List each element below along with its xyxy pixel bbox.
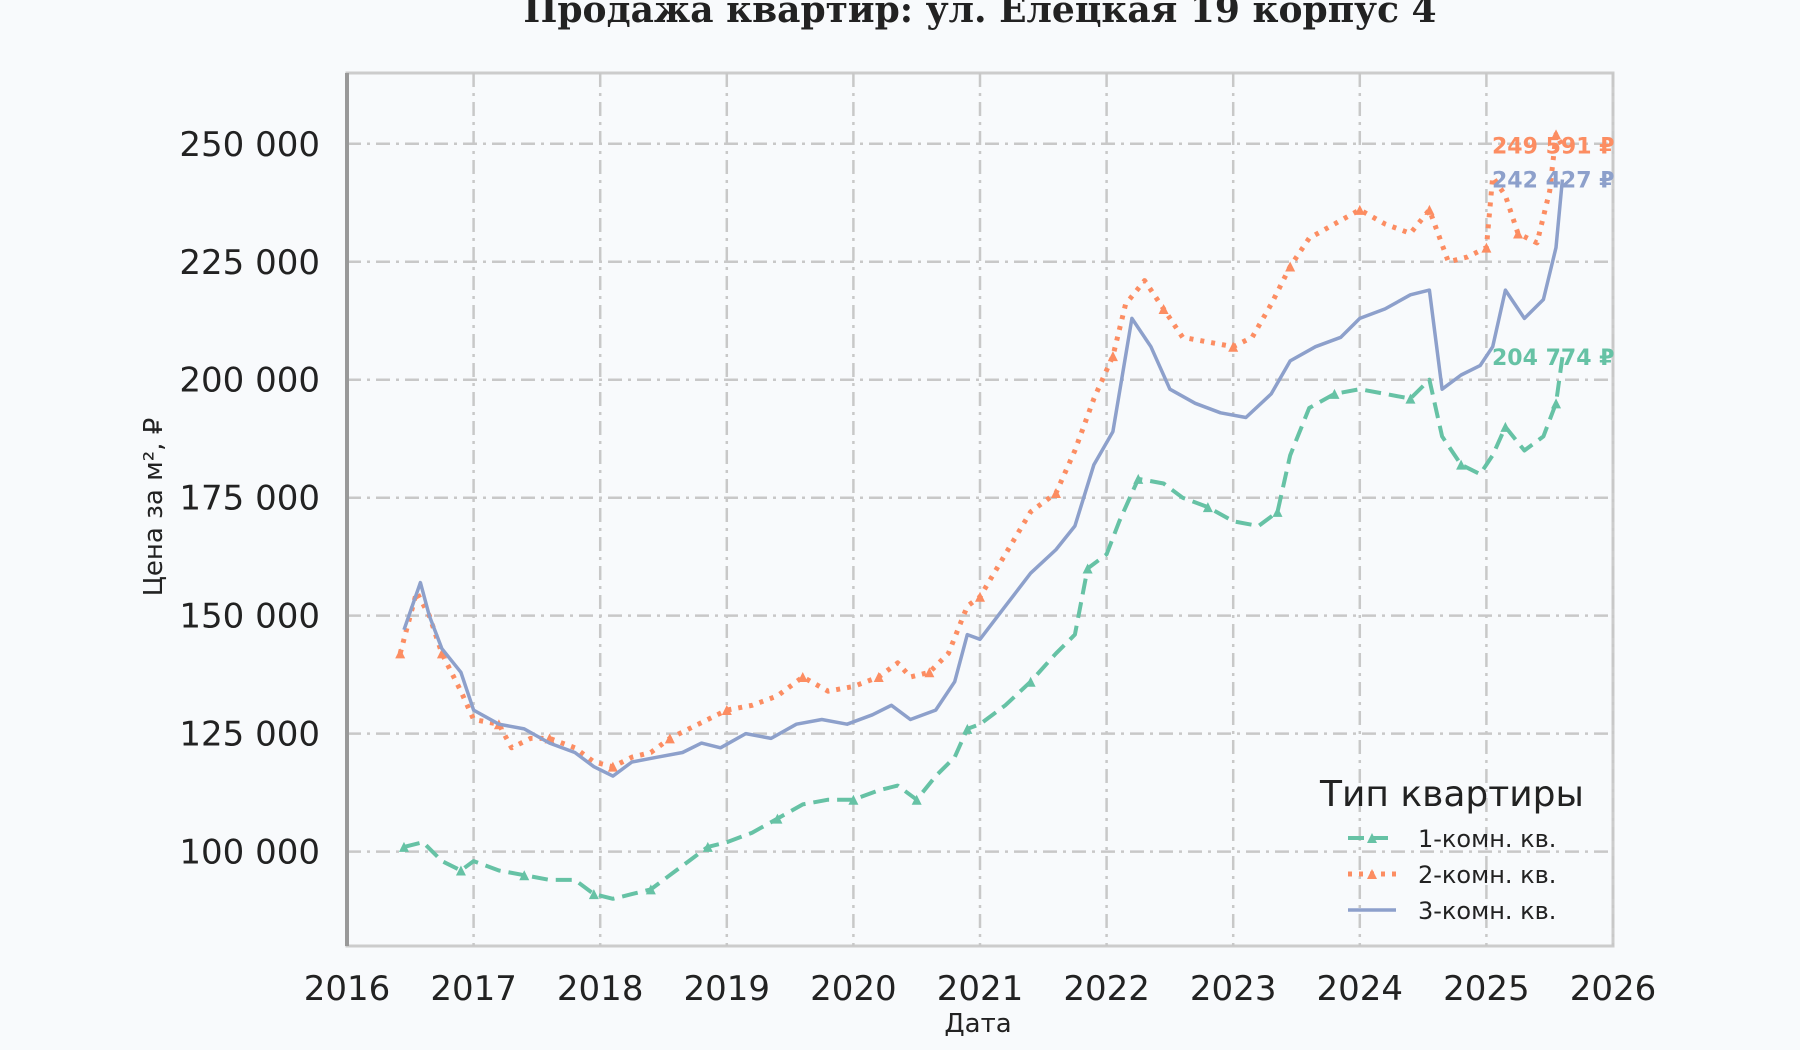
series-marker: [1272, 506, 1283, 517]
series-marker: [1551, 129, 1562, 140]
series-line: [403, 356, 1565, 901]
series-marker: [1329, 388, 1340, 399]
series-marker: [1551, 398, 1562, 409]
series-marker: [1158, 303, 1169, 314]
series-marker: [873, 672, 884, 683]
end-value-label: 242 427 ₽: [1492, 169, 1614, 194]
y-tick-label: 150 000: [179, 597, 320, 637]
x-tick-label: 2019: [684, 969, 771, 1009]
series-marker: [924, 667, 935, 678]
y-tick-label: 225 000: [179, 243, 320, 283]
series-marker: [1500, 421, 1511, 432]
series-marker: [1354, 204, 1365, 215]
x-tick-label: 2016: [304, 969, 391, 1009]
series-3: [402, 179, 1565, 778]
series-marker: [519, 870, 530, 881]
legend-label: 3-комн. кв.: [1418, 897, 1556, 925]
end-value-label: 204 774 ₽: [1492, 346, 1614, 371]
series-marker: [848, 794, 859, 805]
legend: Тип квартиры 1-комн. кв. 2-комн. кв. 3-комн…: [1319, 774, 1584, 925]
series-marker: [797, 672, 808, 683]
axes: 2016 2017 2018 2019 2020 2021 2022 2023 2024 2025…: [179, 73, 1656, 1009]
series-marker: [436, 648, 447, 659]
series-marker: [1133, 473, 1144, 484]
series-marker: [395, 648, 406, 659]
series-marker: [1285, 261, 1296, 272]
series-marker: [1050, 487, 1061, 498]
x-tick-label: 2021: [937, 969, 1024, 1009]
series-marker: [645, 884, 656, 895]
series-marker: [1481, 242, 1492, 253]
series-marker: [911, 794, 922, 805]
series-marker: [962, 723, 973, 734]
y-tick-label: 200 000: [179, 361, 320, 401]
series-marker: [702, 841, 713, 852]
end-value-label: 249 591 ₽: [1492, 135, 1614, 160]
y-tick-label: 100 000: [179, 833, 320, 873]
series-marker: [398, 841, 409, 852]
x-axis-label: Дата: [944, 1009, 1011, 1039]
series-marker: [1367, 869, 1377, 879]
series-marker: [455, 865, 466, 876]
series-marker: [1513, 228, 1524, 239]
series-marker: [721, 705, 732, 716]
series-1: [398, 356, 1565, 901]
series-marker: [772, 813, 783, 824]
series-marker: [1202, 502, 1213, 513]
x-tick-label: 2020: [810, 969, 897, 1009]
series-marker: [1228, 341, 1239, 352]
x-tick-label: 2025: [1443, 969, 1530, 1009]
legend-item: 2-комн. кв.: [1348, 861, 1556, 889]
x-tick-label: 2024: [1317, 969, 1404, 1009]
series-marker: [1107, 351, 1118, 362]
series-marker: [1367, 833, 1377, 843]
series-marker: [1025, 676, 1036, 687]
chart-title: Продажа квартир: ул. Елецкая 19 корпус 4: [523, 0, 1436, 31]
y-tick-label: 175 000: [179, 479, 320, 519]
x-tick-label: 2017: [430, 969, 517, 1009]
x-tick-label: 2018: [557, 969, 644, 1009]
x-tick-label: 2022: [1063, 969, 1150, 1009]
series-marker: [1082, 563, 1093, 574]
series-marker: [588, 889, 599, 900]
legend-label: 1-комн. кв.: [1418, 825, 1556, 853]
end-labels: 204 774 ₽ 249 591 ₽ 242 427 ₽: [1492, 135, 1614, 371]
x-tick-label: 2023: [1190, 969, 1277, 1009]
series-marker: [664, 733, 675, 744]
series-marker: [975, 591, 985, 602]
y-tick-label: 125 000: [179, 715, 320, 755]
legend-label: 2-комн. кв.: [1418, 861, 1556, 889]
x-tick-label: 2026: [1570, 969, 1657, 1009]
y-tick-label: 250 000: [179, 125, 320, 165]
series-marker: [1424, 204, 1435, 215]
series-marker: [607, 761, 618, 772]
series-marker: [1405, 393, 1416, 404]
legend-item: 1-комн. кв.: [1348, 825, 1556, 853]
series-line: [402, 179, 1565, 778]
legend-item: 3-комн. кв.: [1348, 897, 1556, 925]
series-marker: [1456, 459, 1467, 470]
y-axis-label: Цена за м², ₽: [139, 418, 169, 597]
series-layer: [395, 129, 1565, 901]
legend-title: Тип квартиры: [1319, 774, 1584, 815]
